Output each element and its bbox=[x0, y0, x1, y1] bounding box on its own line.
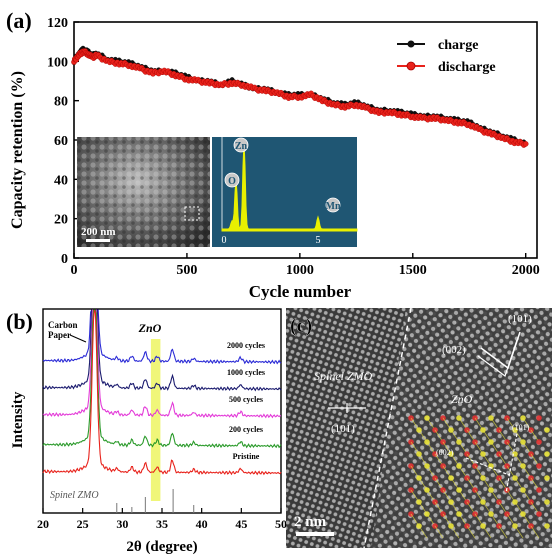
eds-inset: O Zn Mn 0 5 bbox=[212, 137, 358, 247]
label-002-model: (002) bbox=[436, 448, 454, 457]
panel-a-ylabel: Capacity retention (%) bbox=[9, 71, 26, 229]
panel-b-xtick-label: 25 bbox=[77, 517, 89, 531]
zno-bond bbox=[450, 525, 460, 539]
panel-c-scale-label: 2 nm bbox=[294, 514, 327, 530]
zno-atom bbox=[536, 487, 542, 493]
zno-atom bbox=[544, 523, 550, 529]
zno-atom bbox=[544, 499, 550, 505]
zno-atom bbox=[536, 463, 542, 469]
panel-c-label: (c) bbox=[290, 315, 312, 337]
xrd-line-Pristine bbox=[42, 309, 282, 476]
panel-c-hrtem: (c) (101) (002) ZnO Spinel ZMO (101) (10… bbox=[286, 308, 552, 548]
zno-atom bbox=[536, 439, 542, 445]
eds-peak-badge-O bbox=[224, 172, 240, 188]
zno-bond bbox=[514, 525, 524, 539]
sem-inset: 200 nm bbox=[77, 137, 210, 247]
eds-peak-label-O: O bbox=[228, 176, 236, 187]
panel-b-axes: 20 25 30 35 40 45 50 bbox=[37, 308, 287, 531]
sem-scale-label: 200 nm bbox=[81, 226, 116, 238]
xrd-label-500-cycles: 500 cycles bbox=[229, 395, 263, 404]
xrd-label-Pristine: Pristine bbox=[233, 452, 260, 461]
zno-atom-model bbox=[408, 415, 550, 539]
panel-a-ytick-label: 40 bbox=[54, 173, 68, 188]
label-101-model: (101) bbox=[512, 423, 530, 432]
panel-b-xtick-label: 50 bbox=[275, 517, 287, 531]
zno-atom bbox=[544, 427, 550, 433]
panel-a-ytick-label: 0 bbox=[61, 252, 68, 267]
panel-a-legend: charge discharge bbox=[397, 38, 496, 75]
panel-c-scale-bar bbox=[296, 532, 334, 536]
zno-label: ZnO bbox=[138, 321, 162, 335]
panel-a-xtick-label: 1500 bbox=[399, 263, 427, 278]
xrd-label-2000-cycles: 2000 cycles bbox=[227, 341, 265, 350]
spinel-zmo-label: Spinel ZMO bbox=[50, 490, 99, 501]
point-discharge bbox=[522, 141, 529, 147]
panel-b-chart: (b) 20 25 30 35 40 45 50 2000 cycles 1000 cycle… bbox=[6, 308, 287, 555]
panel-a-xtick-label: 2000 bbox=[512, 263, 540, 278]
panel-b-frame bbox=[42, 308, 282, 514]
panel-a-series bbox=[71, 45, 529, 148]
panel-a-label: (a) bbox=[6, 8, 32, 33]
panel-b-xtick-label: 40 bbox=[196, 517, 208, 531]
panel-b-label: (b) bbox=[6, 309, 33, 334]
label-002: (002) bbox=[442, 344, 466, 356]
zno-atom bbox=[536, 511, 542, 517]
panel-a-ytick-label: 80 bbox=[54, 95, 68, 110]
zno-bond bbox=[530, 525, 540, 539]
carbon-paper-label-1: Carbon bbox=[48, 320, 78, 330]
panel-a-xtick-label: 0 bbox=[71, 263, 78, 278]
eds-peak-label-Zn: Zn bbox=[235, 141, 248, 152]
spinel-reference-peaks bbox=[116, 489, 195, 513]
panel-a-ytick-label: 20 bbox=[54, 213, 68, 228]
panel-b-xtick-label: 30 bbox=[116, 517, 128, 531]
xrd-line-200-cycles bbox=[42, 309, 282, 449]
panel-b-series: 2000 cycles 1000 cycles 500 cycles 200 cycl… bbox=[42, 309, 282, 476]
interface-line bbox=[363, 308, 412, 548]
spacing-marker-left bbox=[328, 403, 366, 413]
zno-bond bbox=[418, 525, 428, 539]
panel-a-ytick-label: 120 bbox=[47, 16, 68, 31]
legend-charge: charge bbox=[438, 38, 478, 53]
label-zno: ZnO bbox=[451, 392, 473, 406]
panel-a-xtick-label: 500 bbox=[176, 263, 197, 278]
zno-bond bbox=[434, 525, 444, 539]
zno-atom bbox=[544, 451, 550, 457]
eds-xtick-5: 5 bbox=[316, 235, 321, 246]
panel-a-axes: 0 500 1000 1500 2000 0 20 40 60 80 100 120 bbox=[47, 16, 540, 278]
zno-atom bbox=[536, 415, 542, 421]
carbon-paper-arrow bbox=[69, 334, 87, 343]
sem-scale-bar bbox=[86, 239, 110, 242]
panel-b-xtick-label: 45 bbox=[235, 517, 247, 531]
panel-b-xtick-label: 20 bbox=[37, 517, 49, 531]
angle-marker-2 bbox=[477, 339, 518, 377]
panel-b-ylabel: Intensity bbox=[10, 391, 26, 448]
eds-peak-label-Mn: Mn bbox=[326, 201, 341, 212]
model-arrows bbox=[465, 433, 518, 494]
panel-b-xlabel: 2θ (degree) bbox=[126, 539, 197, 555]
xrd-line-1000-cycles bbox=[42, 309, 282, 392]
eds-xtick-0: 0 bbox=[222, 235, 227, 246]
label-spinel-zmo: Spinel ZMO bbox=[314, 369, 373, 383]
label-101-top: (101) bbox=[508, 313, 532, 325]
panel-a-ytick-label: 60 bbox=[54, 134, 68, 149]
legend-discharge: discharge bbox=[438, 60, 496, 75]
zno-bond bbox=[466, 525, 476, 539]
zno-atom bbox=[544, 475, 550, 481]
eds-peak-badge-Zn bbox=[233, 137, 249, 153]
panel-a-xlabel: Cycle number bbox=[249, 282, 352, 300]
zno-bond bbox=[498, 525, 508, 539]
xrd-label-200-cycles: 200 cycles bbox=[229, 425, 263, 434]
label-101-left: (101) bbox=[331, 423, 355, 435]
xrd-line-500-cycles bbox=[42, 309, 282, 419]
xrd-line-2000-cycles bbox=[42, 309, 282, 365]
zno-highlight-band bbox=[150, 339, 161, 501]
xrd-label-1000-cycles: 1000 cycles bbox=[227, 368, 265, 377]
panel-a-xtick-label: 1000 bbox=[286, 263, 314, 278]
panel-b-xtick-label: 35 bbox=[156, 517, 168, 531]
eds-peak-badge-Mn bbox=[325, 197, 341, 213]
zno-bond bbox=[482, 525, 492, 539]
panel-a-chart: (a) 0 500 1000 1500 2000 0 20 40 60 80 100 120 Cycl… bbox=[6, 8, 540, 300]
panel-a-ytick-label: 100 bbox=[47, 55, 68, 70]
carbon-paper-label-2: Paper bbox=[48, 330, 71, 340]
